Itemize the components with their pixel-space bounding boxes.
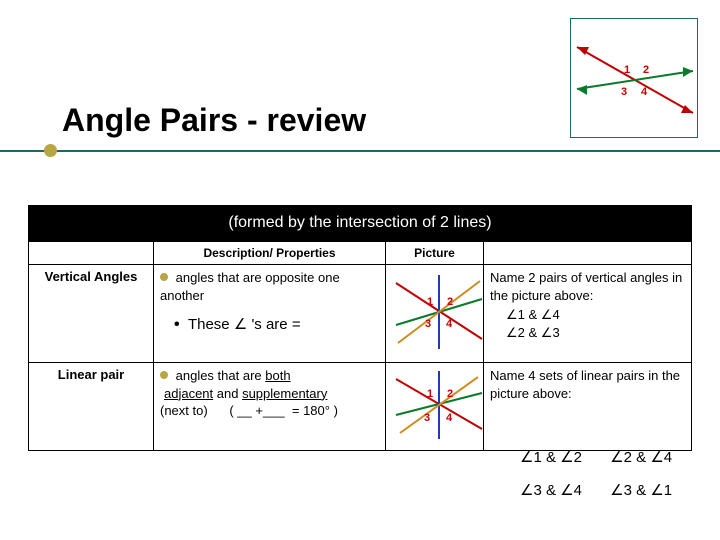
title-dot-icon <box>44 144 57 157</box>
desc-vertical-sub-b: 's are = <box>251 316 300 333</box>
bullet-icon <box>160 273 168 281</box>
bullet-icon <box>160 371 168 379</box>
answer-vertical: Name 2 pairs of vertical angles in the p… <box>484 265 692 363</box>
intersecting-lines-icon: 1 2 3 4 <box>571 19 699 139</box>
svg-text:4: 4 <box>446 412 453 424</box>
svg-text:3: 3 <box>425 318 431 330</box>
linear-pair-icon: 1 2 3 4 <box>392 367 486 443</box>
svg-text:2: 2 <box>447 296 453 308</box>
angle-label-3: 3 <box>621 86 627 98</box>
col-header-picture: Picture <box>386 242 484 265</box>
angle-label-2: 2 <box>643 64 649 76</box>
row-label-vertical: Vertical Angles <box>29 265 154 363</box>
col-header-desc: Description/ Properties <box>154 242 386 265</box>
table-row: Vertical Angles angles that are opposite… <box>29 265 692 363</box>
angle-pairs-table: Description/ Properties Picture Vertical… <box>28 241 692 451</box>
angle-label-1: 1 <box>624 64 630 76</box>
col-header-blank2 <box>484 242 692 265</box>
svg-text:2: 2 <box>447 388 453 400</box>
picture-vertical: 1 2 3 4 <box>386 265 484 363</box>
desc-vertical-main: angles that are opposite one another <box>160 270 340 303</box>
col-header-blank <box>29 242 154 265</box>
subtitle-bar: (formed by the intersection of 2 lines) <box>28 205 692 241</box>
corner-diagram: 1 2 3 4 <box>570 18 698 138</box>
page-title: Angle Pairs - review <box>62 102 366 139</box>
desc-vertical-sub-a: These <box>188 316 234 333</box>
vertical-angles-icon: 1 2 3 4 <box>392 269 486 355</box>
angle-label-4: 4 <box>641 86 648 98</box>
svg-text:3: 3 <box>424 412 430 424</box>
title-underline <box>0 150 720 152</box>
answer-linear-pairs: ∠1 & ∠2 ∠2 & ∠4 ∠3 & ∠4 ∠3 & ∠1 <box>520 442 710 507</box>
desc-linear: angles that are both adjacent and supple… <box>154 363 386 451</box>
table-row: Linear pair angles that are both adjacen… <box>29 363 692 451</box>
svg-text:1: 1 <box>427 296 433 308</box>
svg-text:1: 1 <box>427 388 433 400</box>
picture-linear: 1 2 3 4 <box>386 363 484 451</box>
answer-vertical-intro: Name 2 pairs of vertical angles in the p… <box>490 269 685 304</box>
answer-linear: Name 4 sets of linear pairs in the pictu… <box>484 363 692 451</box>
desc-vertical: angles that are opposite one another • T… <box>154 265 386 363</box>
row-label-linear: Linear pair <box>29 363 154 451</box>
svg-text:4: 4 <box>446 318 453 330</box>
answer-linear-intro: Name 4 sets of linear pairs in the pictu… <box>490 367 685 402</box>
